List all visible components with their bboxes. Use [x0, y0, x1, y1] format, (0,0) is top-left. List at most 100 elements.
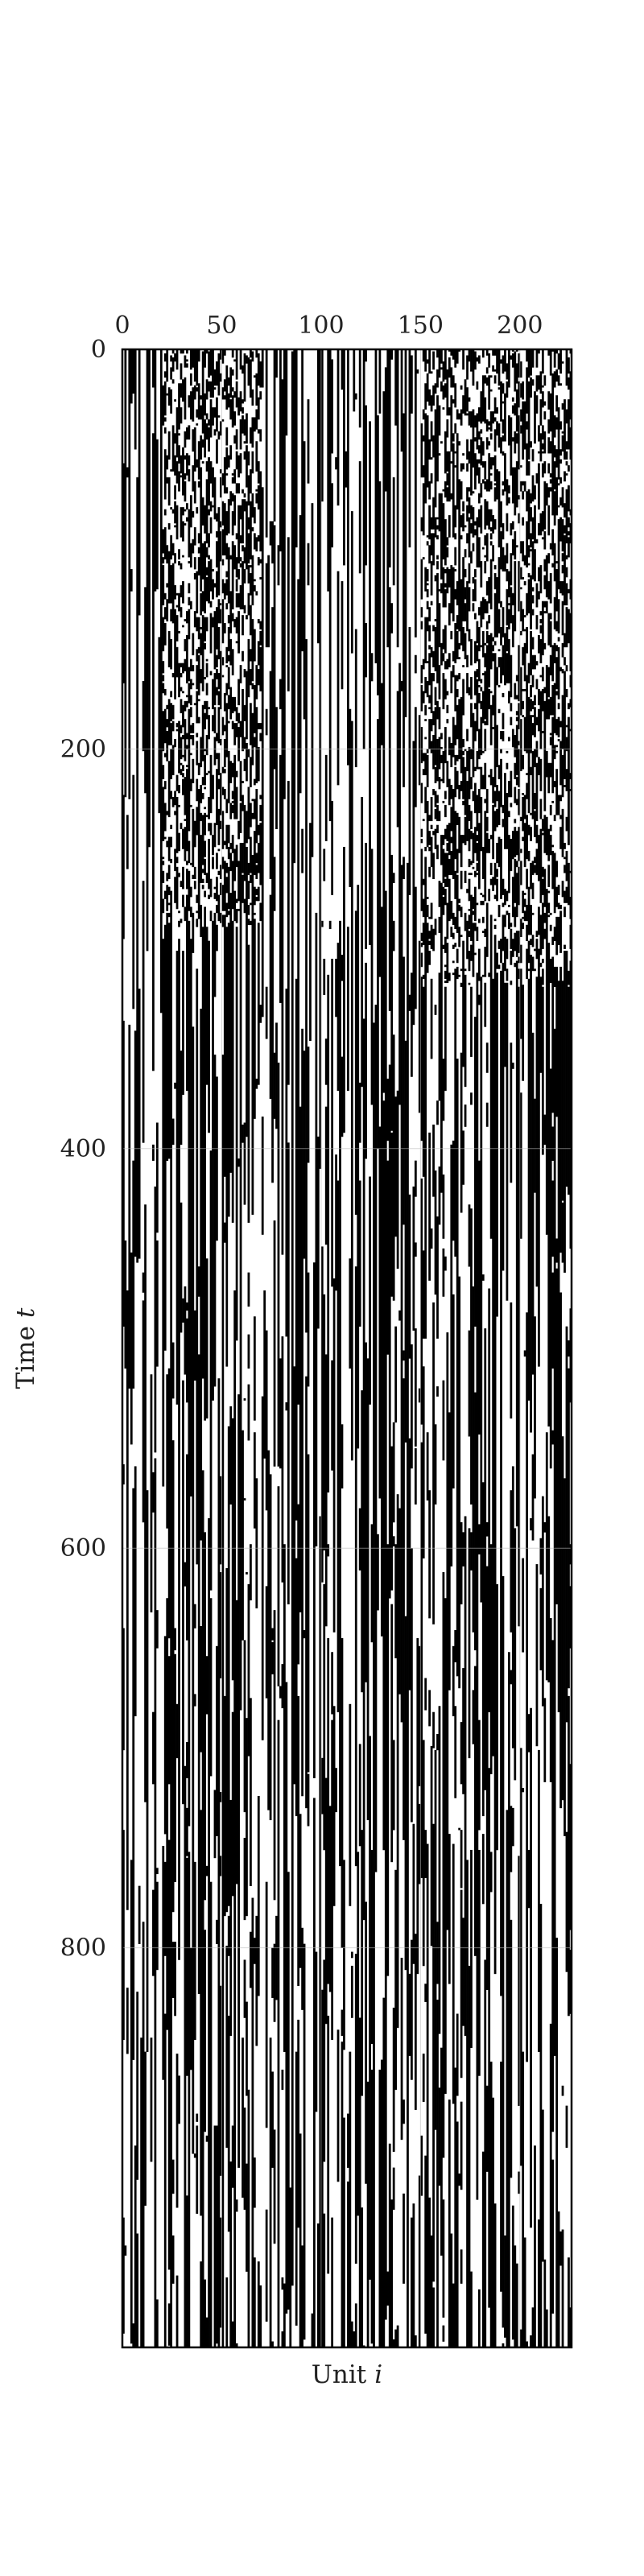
raster-cell: [313, 1798, 316, 2348]
raster-cell: [531, 379, 535, 386]
raster-cell: [481, 916, 485, 923]
raster-cell: [454, 349, 457, 368]
raster-cell: [335, 959, 337, 1018]
raster-cell: [331, 1719, 334, 2041]
raster-cell: [361, 796, 364, 1088]
raster-cell: [200, 405, 203, 420]
raster-cell: [468, 563, 471, 584]
raster-cell: [229, 638, 233, 666]
raster-cell: [216, 877, 218, 902]
raster-cell: [522, 916, 525, 919]
raster-cell: [246, 413, 248, 444]
y-tick-label: 600: [60, 1534, 106, 1563]
raster-cell: [500, 749, 502, 753]
raster-cell: [456, 580, 459, 605]
raster-cell: [484, 481, 487, 490]
raster-cell: [514, 906, 517, 927]
raster-cell: [468, 951, 471, 972]
raster-cell: [470, 505, 473, 520]
raster-cell: [221, 885, 225, 911]
raster-cell: [523, 580, 526, 586]
raster-cell: [205, 413, 208, 420]
raster-cell: [227, 615, 230, 624]
raster-cell: [225, 427, 229, 446]
raster-cell: [332, 1278, 336, 1633]
raster-cell: [452, 912, 455, 926]
raster-cell: [204, 2279, 206, 2348]
raster-cell: [303, 441, 306, 720]
raster-cell: [299, 515, 302, 794]
raster-cell: [273, 1052, 276, 1119]
raster-cell: [507, 781, 510, 798]
raster-cell: [522, 1558, 525, 1653]
raster-cell: [257, 886, 260, 902]
raster-cell: [440, 583, 443, 594]
raster-cell: [402, 857, 405, 880]
raster-cell: [456, 2121, 459, 2348]
raster-cell: [561, 695, 564, 749]
raster-cell: [541, 537, 544, 540]
raster-cell: [382, 1100, 386, 1851]
raster-cell: [472, 897, 475, 910]
raster-cell: [205, 1258, 208, 1419]
raster-cell: [539, 565, 543, 594]
raster-cell: [402, 2193, 405, 2284]
raster-cell: [504, 889, 506, 906]
raster-cell: [561, 580, 564, 596]
raster-cell: [493, 935, 497, 1975]
raster-cell: [535, 762, 539, 822]
raster-cell: [539, 675, 543, 678]
raster-cell: [163, 688, 167, 696]
raster-cell: [522, 985, 525, 1081]
raster-cell: [170, 791, 173, 799]
raster-cell: [208, 707, 210, 710]
raster-cell: [454, 623, 457, 663]
raster-cell: [450, 1144, 453, 1567]
raster-cell: [279, 1358, 282, 1469]
raster-cell: [174, 553, 176, 564]
raster-cell: [485, 580, 489, 596]
raster-cell: [239, 391, 242, 412]
raster-cell: [186, 769, 188, 852]
raster-cell: [307, 1454, 310, 1773]
raster-cell: [493, 653, 497, 787]
raster-cell: [553, 491, 556, 526]
raster-cell: [213, 707, 217, 733]
raster-cell: [174, 501, 176, 524]
raster-cell: [440, 746, 443, 749]
raster-cell: [233, 696, 237, 712]
raster-cell: [184, 619, 187, 621]
raster-cell: [219, 609, 222, 624]
raster-cell: [466, 654, 469, 667]
raster-cell: [167, 699, 171, 745]
raster-cell: [428, 707, 431, 710]
raster-cell: [216, 530, 218, 538]
raster-cell: [493, 572, 497, 590]
x-axis-label-text: Unit: [312, 2360, 367, 2389]
raster-cell: [538, 375, 540, 390]
raster-cell: [543, 411, 547, 420]
raster-cell: [485, 367, 489, 374]
raster-cell: [541, 688, 544, 712]
raster-cell: [225, 447, 229, 470]
raster-cell: [184, 1765, 187, 2348]
raster-cell: [452, 443, 455, 538]
raster-cell: [485, 349, 489, 356]
raster-cell: [507, 497, 510, 504]
raster-cell: [514, 431, 517, 454]
raster-cell: [271, 1947, 274, 1998]
raster-cell: [122, 795, 125, 939]
raster-cell: [204, 754, 206, 786]
raster-cell: [530, 1707, 532, 2228]
raster-cell: [541, 866, 544, 877]
raster-cell: [349, 2051, 352, 2348]
raster-cell: [369, 421, 371, 945]
raster-cell: [253, 375, 256, 378]
raster-cell: [553, 460, 556, 490]
raster-cell: [430, 646, 433, 658]
raster-cell: [213, 823, 217, 848]
raster-cell: [456, 688, 459, 698]
raster-cell: [506, 569, 509, 582]
raster-cell: [470, 703, 473, 728]
raster-cell: [547, 699, 551, 720]
